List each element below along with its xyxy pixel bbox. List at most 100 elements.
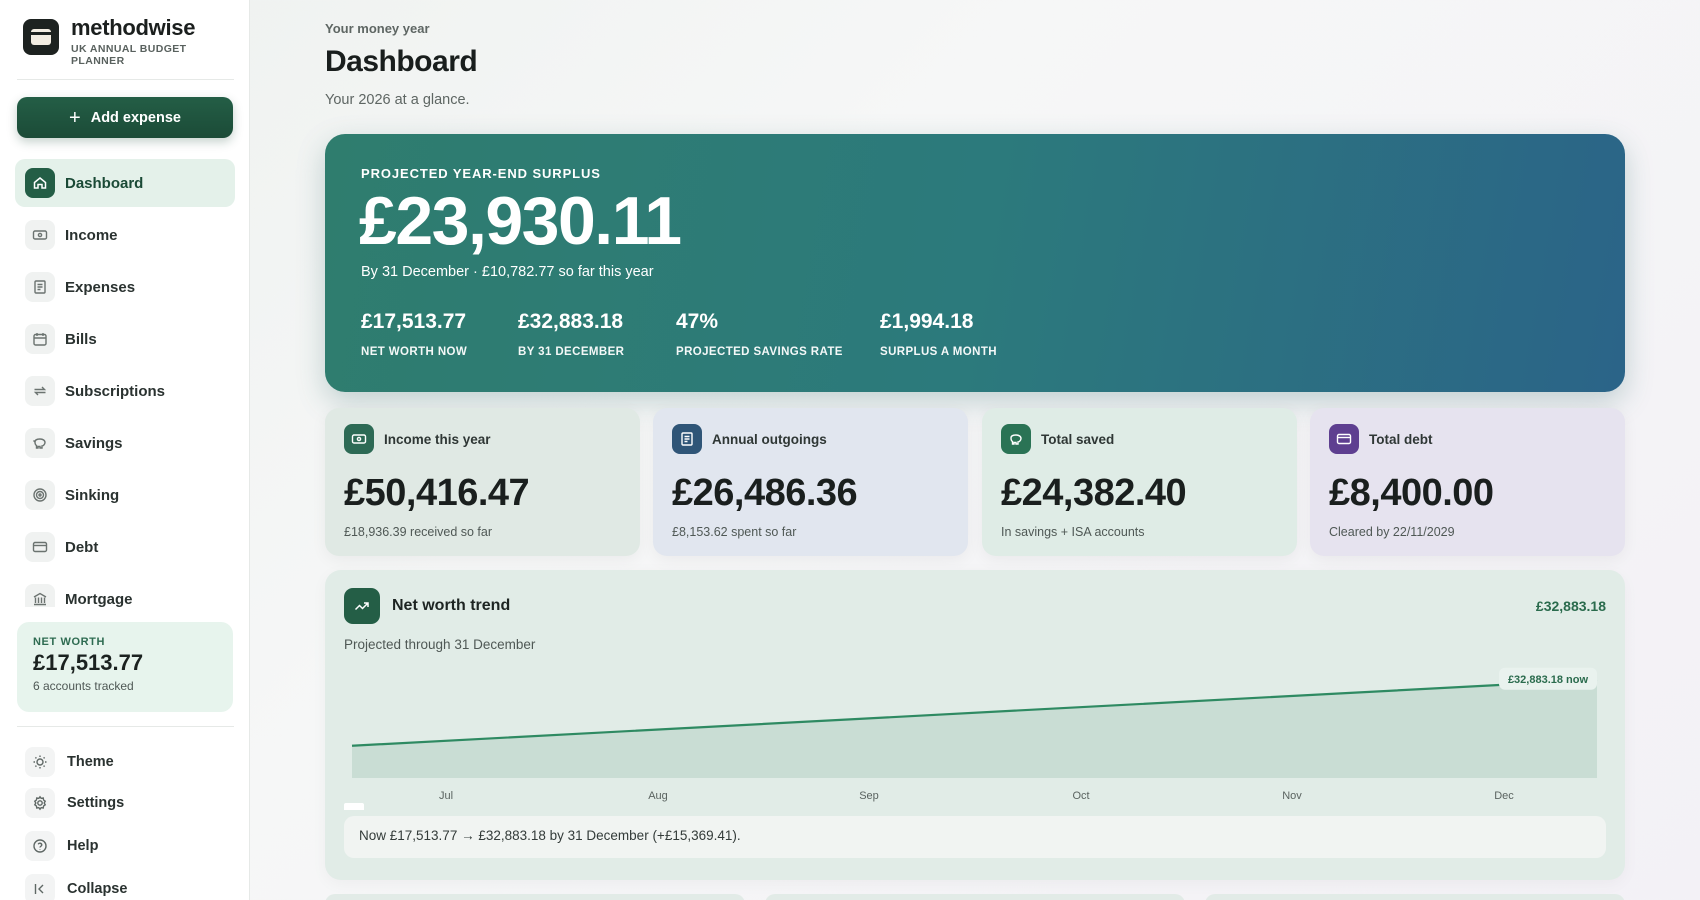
- trending-up-icon: [344, 588, 380, 624]
- repeat-icon: [25, 376, 55, 406]
- hero-stat-label: NET WORTH NOW: [361, 346, 468, 358]
- sidebar-item-expenses[interactable]: Expenses: [15, 263, 235, 311]
- credit-card-icon: [1329, 424, 1359, 454]
- card-sub: In savings + ISA accounts: [1001, 525, 1145, 539]
- settings-label: Settings: [67, 795, 125, 811]
- trend-value: £32,883.18: [1535, 598, 1606, 614]
- sidebar-item-income[interactable]: Income: [15, 211, 235, 259]
- card-title: Annual outgoings: [712, 431, 827, 447]
- collapse-icon: [25, 874, 55, 900]
- card-value: £24,382.40: [1001, 472, 1187, 514]
- card-title: Income this year: [384, 431, 491, 447]
- add-expense-label: Add expense: [90, 109, 181, 126]
- hero-stat-net-worth: £17,513.77 NET WORTH NOW: [361, 310, 467, 358]
- hero-stat-savings-rate: 47% PROJECTED SAVINGS RATE: [676, 310, 843, 358]
- hero-value: £23,930.11: [359, 183, 682, 259]
- sidebar-item-label: Mortgage: [65, 590, 133, 608]
- legend-swatch: [344, 803, 364, 810]
- page-subtitle: Your 2026 at a glance.: [325, 92, 470, 108]
- hero-label: PROJECTED YEAR-END SURPLUS: [361, 166, 601, 181]
- sidebar-item-label: Debt: [65, 538, 99, 556]
- gear-icon: [25, 788, 55, 818]
- hero-sub: By 31 December · £10,782.77 so far this …: [361, 264, 654, 280]
- help-button[interactable]: Help: [25, 831, 98, 861]
- hero-stat-label: SURPLUS A MONTH: [880, 346, 997, 358]
- chart-area: [352, 679, 1597, 778]
- banknote-icon: [344, 424, 374, 454]
- trend-title: Net worth trend: [392, 597, 511, 614]
- bank-icon: [25, 584, 55, 607]
- net-worth-label: NET WORTH: [33, 636, 106, 648]
- sidebar-item-label: Dashboard: [65, 174, 144, 192]
- hero-stat-value: 47%: [676, 310, 719, 333]
- card-value: £50,416.47: [344, 472, 530, 514]
- brand-name: methodwise: [71, 15, 196, 40]
- brand[interactable]: methodwise UK ANNUAL BUDGET PLANNER: [23, 15, 195, 67]
- partial-card: [1205, 894, 1625, 900]
- theme-button[interactable]: Theme: [25, 747, 114, 777]
- hero-stat-surplus-month: £1,994.18 SURPLUS A MONTH: [880, 310, 997, 358]
- sidebar-item-dashboard[interactable]: Dashboard: [15, 159, 235, 207]
- theme-label: Theme: [67, 754, 114, 770]
- help-label: Help: [67, 838, 99, 854]
- collapse-button[interactable]: Collapse: [25, 874, 127, 900]
- sidebar-item-savings[interactable]: Savings: [15, 419, 235, 467]
- sidebar-item-subscriptions[interactable]: Subscriptions: [15, 367, 235, 415]
- settings-button[interactable]: Settings: [25, 788, 124, 818]
- collapse-label: Collapse: [67, 881, 128, 897]
- sidebar-item-mortgage[interactable]: Mortgage: [15, 575, 235, 607]
- x-tick-label: Sep: [859, 790, 879, 802]
- hero-stat-label: PROJECTED SAVINGS RATE: [676, 346, 843, 358]
- plus-icon: +: [69, 106, 81, 129]
- end-label: £32,883.18 now: [1508, 674, 1589, 686]
- divider: [17, 79, 234, 80]
- sidebar-nav: Dashboard Income Expenses Bills Subscrip…: [15, 159, 235, 607]
- sun-icon: [25, 747, 55, 777]
- help-icon: [25, 831, 55, 861]
- card-sub: £18,936.39 received so far: [344, 525, 493, 539]
- add-expense-button[interactable]: + Add expense: [17, 97, 233, 138]
- sidebar-item-debt[interactable]: Debt: [15, 523, 235, 571]
- card-value: £8,400.00: [1329, 472, 1494, 514]
- end-label-box: [1499, 667, 1597, 690]
- total-saved-card[interactable]: Total saved £24,382.40 In savings + ISA …: [982, 408, 1297, 556]
- brand-subtitle: UK ANNUAL BUDGET PLANNER: [71, 43, 187, 67]
- net-worth-chart[interactable]: Jul Aug Sep Oct Nov Dec £32,883.18 now: [325, 570, 1625, 810]
- total-debt-card[interactable]: Total debt £8,400.00 Cleared by 22/11/20…: [1310, 408, 1625, 556]
- card-title: Total debt: [1369, 431, 1433, 447]
- hero-stat-label: BY 31 DECEMBER: [518, 346, 625, 358]
- hero-stat-value: £32,883.18: [518, 310, 624, 333]
- page-eyebrow: Your money year: [325, 21, 430, 36]
- page-title: Dashboard: [325, 45, 478, 78]
- banknote-icon: [25, 220, 55, 250]
- sidebar-item-bills[interactable]: Bills: [15, 315, 235, 363]
- chart-line: [351, 678, 1598, 747]
- trend-note: Now £17,513.77 → £32,883.18 by 31 Decemb…: [344, 816, 1606, 858]
- trend-subtitle: Projected through 31 December: [344, 637, 536, 652]
- surplus-hero-card: PROJECTED YEAR-END SURPLUS £23,930.11 By…: [325, 134, 1625, 392]
- card-value: £26,486.36: [672, 472, 858, 514]
- credit-card-icon: [25, 532, 55, 562]
- net-worth-value: £17,513.77: [33, 650, 144, 675]
- net-worth-card: NET WORTH £17,513.77 6 accounts tracked: [17, 622, 233, 712]
- x-tick-label: Aug: [648, 790, 668, 802]
- x-tick-label: Dec: [1494, 790, 1514, 802]
- income-card[interactable]: Income this year £50,416.47 £18,936.39 r…: [325, 408, 640, 556]
- x-tick-label: Oct: [1072, 790, 1089, 802]
- receipt-icon: [672, 424, 702, 454]
- piggy-bank-icon: [1001, 424, 1031, 454]
- net-worth-sub: 6 accounts tracked: [33, 679, 134, 693]
- sidebar-item-label: Savings: [65, 434, 123, 452]
- hero-stat-by-december: £32,883.18 BY 31 DECEMBER: [518, 310, 624, 358]
- card-title: Total saved: [1041, 431, 1115, 447]
- outgoings-card[interactable]: Annual outgoings £26,486.36 £8,153.62 sp…: [653, 408, 968, 556]
- hero-stat-value: £1,994.18: [880, 310, 974, 333]
- piggy-bank-icon: [25, 428, 55, 458]
- home-icon: [25, 168, 55, 198]
- x-tick-label: Jul: [439, 790, 453, 802]
- sidebar-item-label: Expenses: [65, 278, 136, 296]
- sidebar-item-label: Bills: [65, 330, 97, 348]
- divider: [17, 726, 234, 727]
- sidebar-item-sinking[interactable]: Sinking: [15, 471, 235, 519]
- sidebar-item-label: Sinking: [65, 486, 120, 504]
